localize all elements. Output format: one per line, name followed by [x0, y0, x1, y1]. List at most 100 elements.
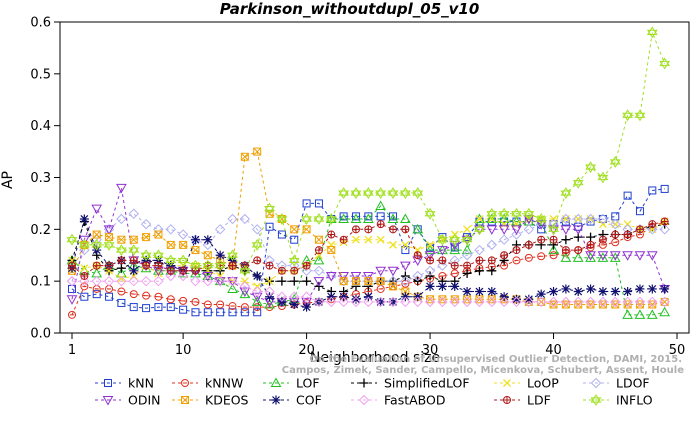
- point-marker: [426, 295, 435, 304]
- data-point: [117, 298, 126, 307]
- data-point: [116, 263, 126, 273]
- point-marker: [487, 266, 497, 276]
- data-point: [142, 304, 151, 313]
- point-marker: [560, 252, 572, 262]
- point-marker: [474, 266, 484, 276]
- point-marker: [659, 296, 670, 308]
- data-point: [461, 244, 473, 255]
- data-point: [202, 275, 214, 287]
- data-point: [351, 294, 361, 304]
- data-point: [301, 297, 312, 308]
- data-point: [179, 266, 188, 275]
- data-point: [475, 256, 484, 265]
- point-marker: [117, 287, 126, 296]
- point-marker: [461, 235, 473, 246]
- point-marker: [154, 303, 163, 312]
- data-point: [92, 230, 101, 239]
- data-point: [105, 284, 114, 293]
- point-marker: [264, 286, 275, 297]
- point-marker-inner: [91, 242, 103, 251]
- data-point: [191, 246, 200, 255]
- point-marker: [401, 246, 410, 255]
- data-point: [523, 207, 535, 220]
- point-marker: [253, 147, 262, 156]
- data-point: [387, 266, 399, 277]
- data-point: [80, 264, 89, 273]
- data-point: [302, 199, 311, 208]
- point-marker: [325, 271, 337, 282]
- point-marker: [80, 282, 89, 291]
- point-marker: [116, 183, 127, 194]
- data-point: [116, 213, 127, 225]
- data-point: [203, 251, 212, 260]
- point-marker-inner: [412, 190, 424, 199]
- point-marker: [270, 377, 282, 387]
- point-marker: [129, 303, 138, 312]
- data-point: [179, 296, 188, 305]
- data-point: [153, 249, 164, 262]
- point-marker: [179, 240, 188, 249]
- point-marker: [500, 220, 509, 229]
- point-marker-cross: [327, 246, 336, 254]
- data-point: [313, 296, 325, 308]
- point-marker: [166, 240, 175, 249]
- point-marker-cross: [105, 262, 113, 270]
- point-marker: [363, 296, 374, 308]
- data-point: [302, 261, 311, 270]
- data-point: [560, 187, 572, 199]
- point-marker: [251, 286, 263, 297]
- point-marker: [634, 309, 646, 319]
- point-marker: [524, 294, 534, 304]
- point-marker: [214, 224, 226, 235]
- point-marker: [227, 275, 238, 287]
- point-marker: [154, 292, 163, 301]
- data-point: [290, 225, 299, 234]
- data-point: [586, 240, 595, 249]
- data-point: [116, 183, 127, 194]
- point-marker: [437, 296, 448, 308]
- watermark: On the Evaluation of Unsupervised Outlie…: [282, 354, 684, 376]
- point-marker-inner: [350, 190, 362, 199]
- point-marker: [103, 238, 115, 248]
- point-marker: [512, 256, 521, 265]
- point-marker: [68, 310, 76, 319]
- data-point: [500, 220, 509, 229]
- point-marker-inner: [511, 211, 522, 220]
- data-point: [290, 266, 299, 275]
- data-point: [128, 244, 140, 257]
- point-marker: [80, 292, 89, 301]
- data-point: [362, 187, 374, 199]
- data-point: [68, 310, 76, 319]
- data-point: [314, 246, 323, 255]
- data-point: [376, 284, 385, 293]
- series-line: [71, 30, 666, 272]
- point-marker: [91, 204, 103, 215]
- point-marker: [276, 213, 288, 222]
- point-marker: [253, 303, 262, 312]
- data-point: [339, 235, 348, 244]
- point-marker: [438, 295, 447, 304]
- data-point: [511, 294, 521, 304]
- data-point: [80, 292, 89, 301]
- data-point: [92, 290, 101, 299]
- data-point: [572, 225, 584, 235]
- data-point: [289, 276, 299, 286]
- point-marker: [115, 244, 127, 253]
- series-line: [72, 275, 665, 303]
- legend-marker: [181, 379, 189, 387]
- data-point: [216, 300, 225, 309]
- data-point: [177, 229, 189, 240]
- data-point: [66, 295, 78, 305]
- legend-marker: [104, 379, 112, 387]
- point-marker: [128, 244, 140, 253]
- point-marker: [313, 213, 325, 222]
- point-marker-inner: [572, 180, 584, 189]
- point-marker: [116, 263, 126, 273]
- point-marker: [288, 254, 300, 264]
- point-marker: [586, 284, 596, 294]
- data-point: [659, 306, 671, 317]
- point-marker: [177, 270, 189, 282]
- legend-item-fastabod: FastABOD: [351, 393, 446, 408]
- point-marker: [216, 308, 225, 317]
- data-point: [352, 235, 360, 244]
